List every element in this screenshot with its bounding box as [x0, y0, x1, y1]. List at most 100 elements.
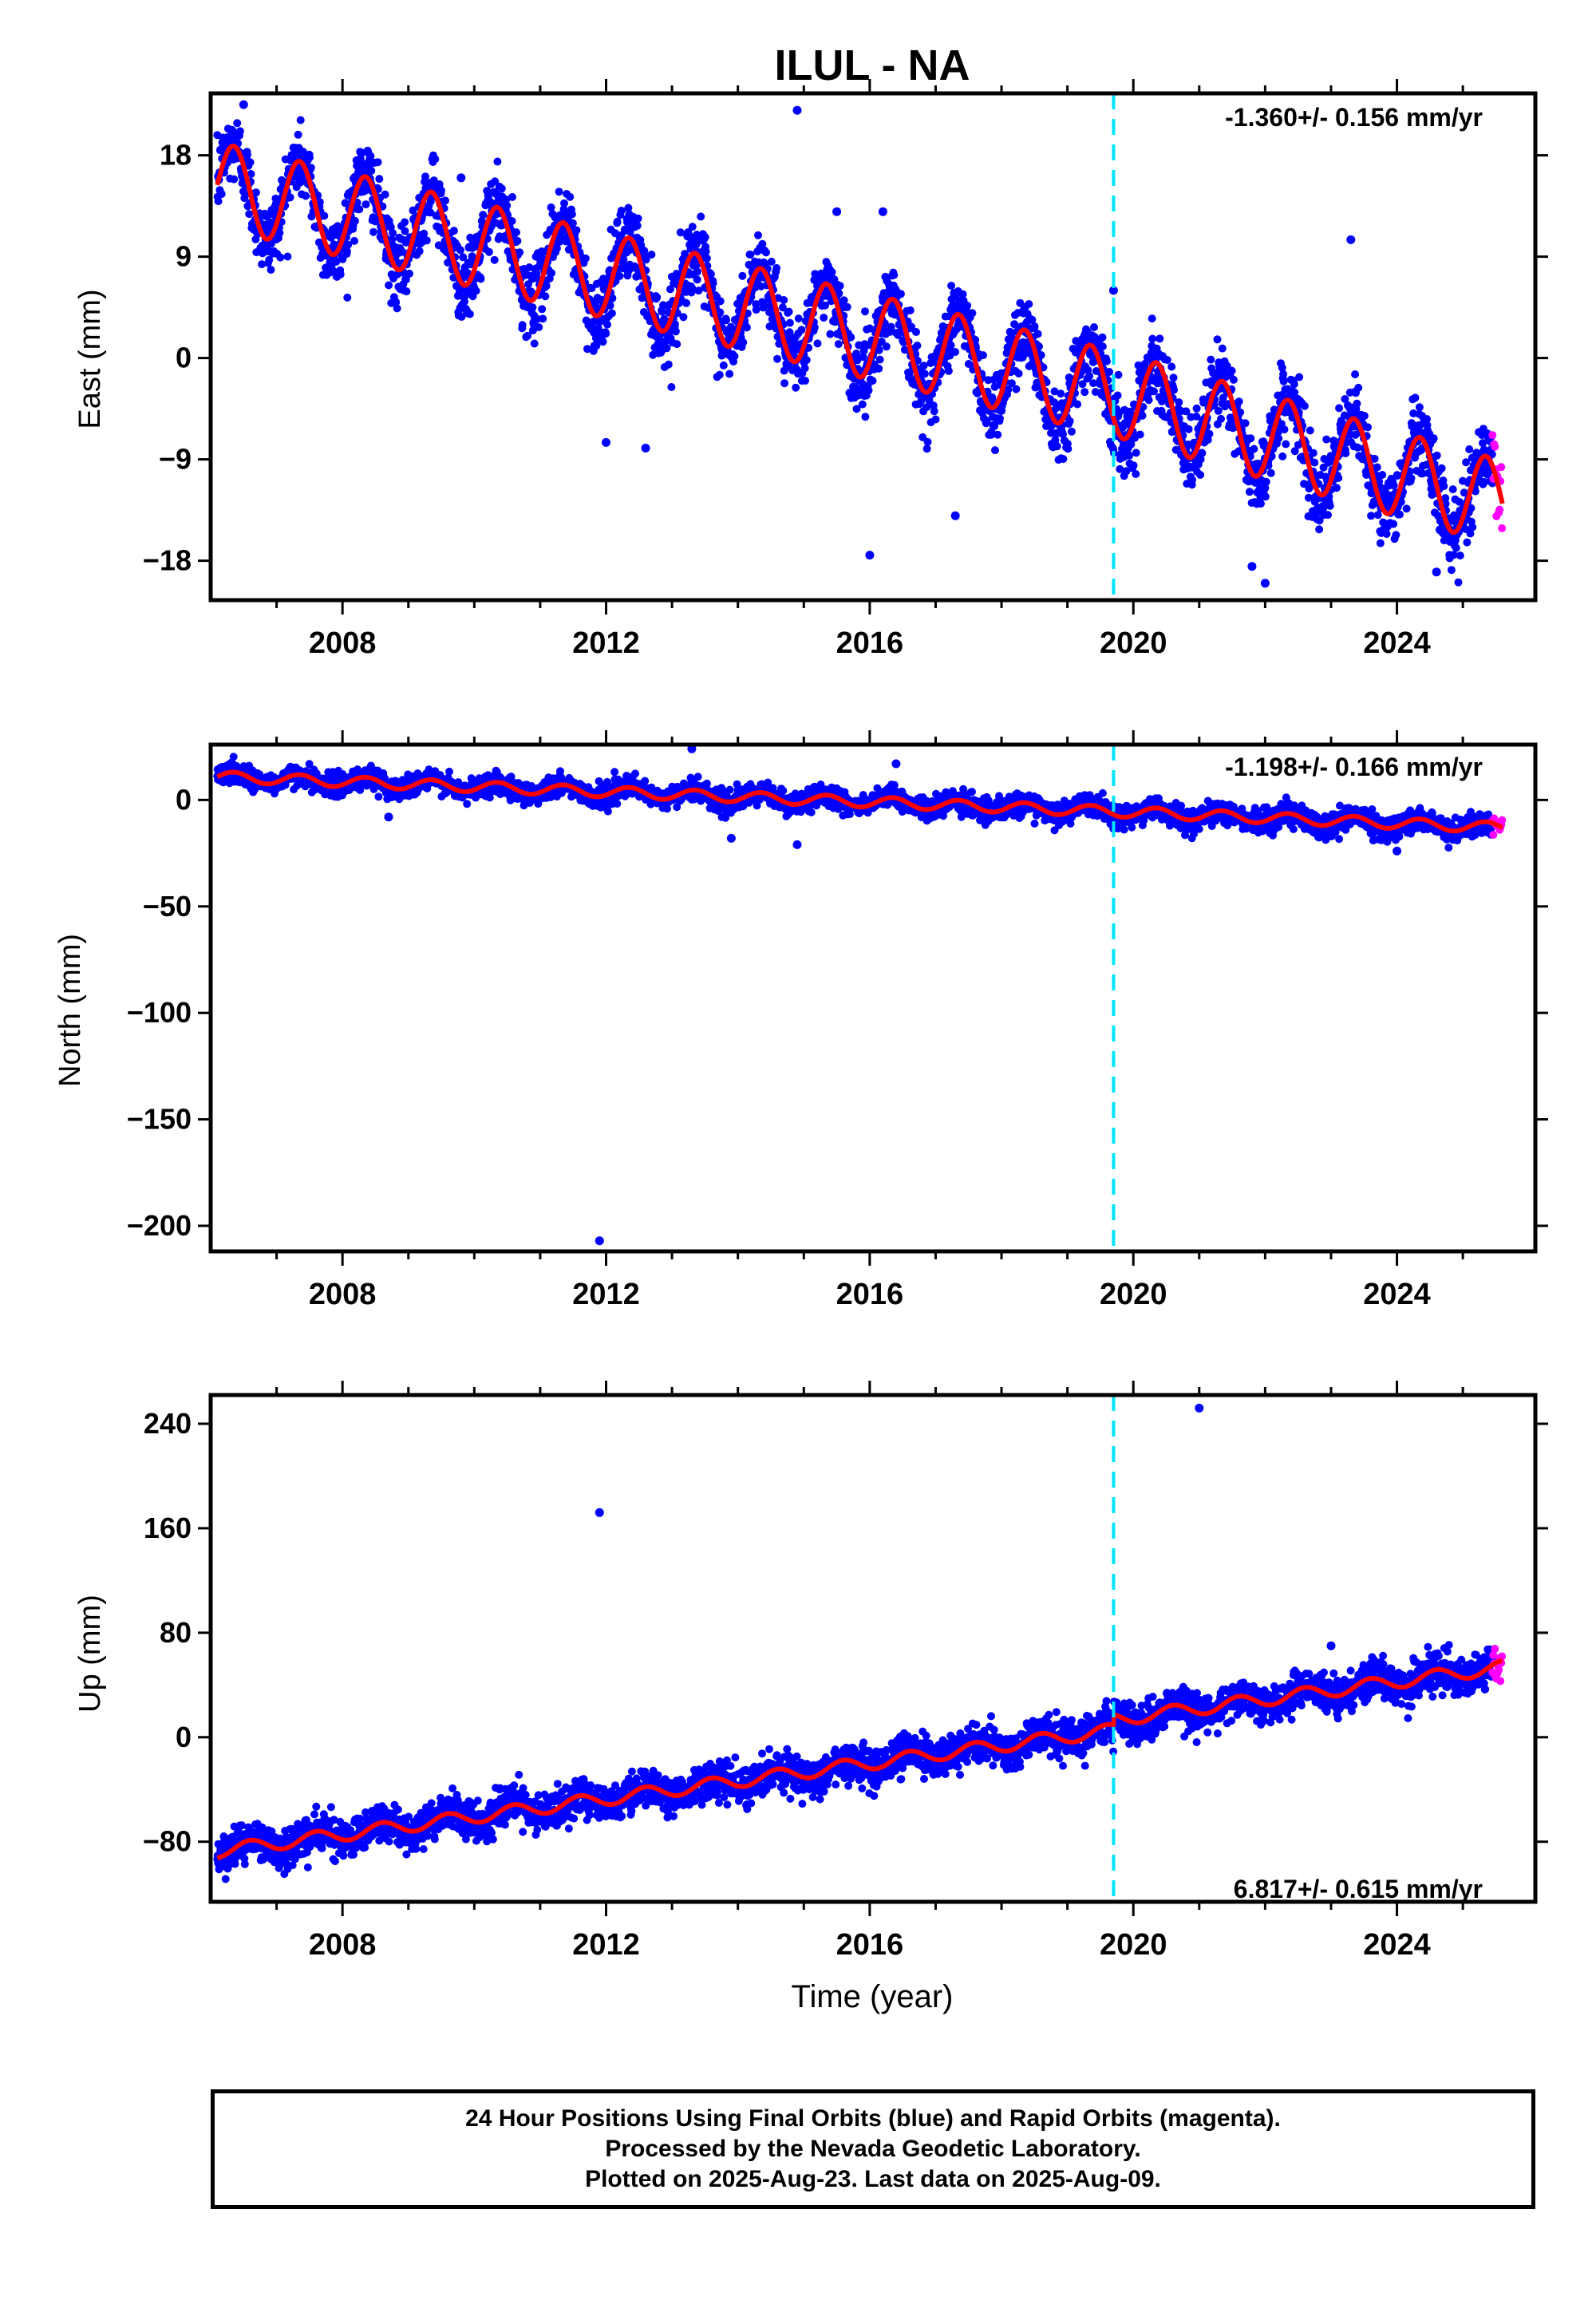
east-data-point	[1279, 370, 1288, 378]
east-data-point	[754, 231, 762, 239]
east-data-point	[306, 164, 315, 172]
east-data-point	[859, 353, 867, 362]
east-data-point	[1452, 543, 1460, 552]
north-data-point	[603, 807, 612, 816]
east-x-tick-label: 2024	[1363, 626, 1431, 660]
east-data-point	[662, 344, 671, 353]
east-data-point	[1037, 351, 1045, 359]
east-data-point	[1315, 525, 1324, 534]
east-data-point	[1098, 333, 1107, 342]
east-data-point	[1148, 334, 1157, 343]
east-data-point	[813, 339, 822, 348]
east-data-point	[512, 228, 520, 237]
east-data-point	[1051, 436, 1060, 445]
east-data-point	[1324, 511, 1332, 520]
east-data-point	[617, 207, 626, 215]
east-data-point	[503, 201, 512, 210]
east-data-point	[1059, 430, 1067, 439]
east-data-point	[441, 196, 449, 205]
east-data-point	[1014, 370, 1023, 377]
east-data-point	[923, 437, 932, 446]
east-data-point	[1207, 355, 1215, 364]
east-data-point	[1415, 403, 1424, 412]
east-data-point	[523, 331, 532, 340]
east-data-point	[1214, 406, 1223, 415]
east-data-point	[716, 308, 725, 317]
east-data-point	[875, 364, 883, 373]
east-data-point	[388, 235, 397, 244]
east-data-point	[624, 204, 633, 212]
east-data-point	[1332, 484, 1341, 492]
east-outlier-point	[641, 444, 650, 453]
east-data-point	[246, 158, 255, 167]
east-data-point	[694, 287, 703, 295]
east-data-point	[1167, 362, 1176, 371]
east-data-point	[982, 417, 991, 425]
east-data-point	[615, 271, 624, 280]
east-data-point	[739, 338, 748, 346]
east-data-point	[567, 210, 576, 219]
east-data-point	[1257, 500, 1265, 508]
east-data-point	[355, 205, 364, 214]
east-data-point	[1246, 434, 1255, 443]
east-data-point	[265, 255, 274, 264]
east-data-point	[994, 430, 1002, 439]
east-data-point	[658, 307, 666, 316]
east-data-point	[843, 302, 851, 311]
east-data-point	[1007, 379, 1016, 388]
east-data-point	[1129, 461, 1138, 470]
east-data-point	[852, 405, 861, 413]
east-data-point	[634, 214, 642, 223]
east-data-point	[332, 258, 341, 266]
east-data-point	[875, 355, 884, 364]
east-data-point	[784, 307, 793, 316]
east-data-point	[1437, 464, 1446, 472]
east-outlier-point	[1346, 235, 1356, 244]
east-data-point	[283, 252, 292, 261]
east-outlier-point	[239, 100, 248, 109]
east-data-point	[367, 167, 376, 175]
east-data-point	[1138, 411, 1147, 420]
east-data-point	[794, 314, 803, 323]
east-data-point	[409, 206, 417, 215]
east-data-point	[1396, 510, 1404, 519]
east-data-point	[1309, 449, 1317, 457]
east-data-point	[802, 356, 811, 365]
east-data-point	[971, 335, 980, 344]
east-data-point	[528, 326, 537, 334]
east-data-point	[437, 186, 445, 195]
east-data-point	[912, 328, 920, 336]
east-data-point	[958, 290, 967, 298]
east-data-point	[1059, 455, 1068, 464]
east-data-point	[1078, 380, 1087, 389]
east-data-point	[1105, 368, 1114, 376]
east-data-point	[810, 323, 819, 332]
east-data-point	[946, 341, 955, 350]
east-data-point	[1175, 398, 1183, 407]
east-data-point	[688, 223, 697, 231]
east-final-orbit-points	[213, 100, 1497, 588]
east-data-point	[479, 211, 488, 219]
east-data-point	[1468, 523, 1477, 532]
east-rapid-point	[1498, 524, 1507, 532]
east-data-point	[366, 152, 375, 160]
east-data-point	[214, 197, 223, 206]
east-data-point	[725, 370, 734, 378]
east-data-point	[865, 324, 874, 333]
east-data-point	[693, 267, 702, 276]
east-data-point	[547, 203, 555, 211]
east-data-point	[671, 327, 680, 336]
east-data-point	[464, 269, 472, 278]
east-data-point	[1064, 445, 1073, 453]
east-data-point	[1241, 419, 1250, 428]
east-data-point	[746, 251, 755, 259]
east-data-point	[613, 217, 622, 226]
east-data-point	[875, 346, 883, 354]
east-data-point	[435, 180, 444, 188]
east-data-point	[670, 320, 679, 329]
east-data-point	[251, 188, 260, 197]
east-data-point	[1411, 393, 1420, 402]
east-data-point	[772, 263, 781, 272]
east-data-point	[1050, 387, 1059, 396]
east-data-point	[1090, 323, 1098, 331]
